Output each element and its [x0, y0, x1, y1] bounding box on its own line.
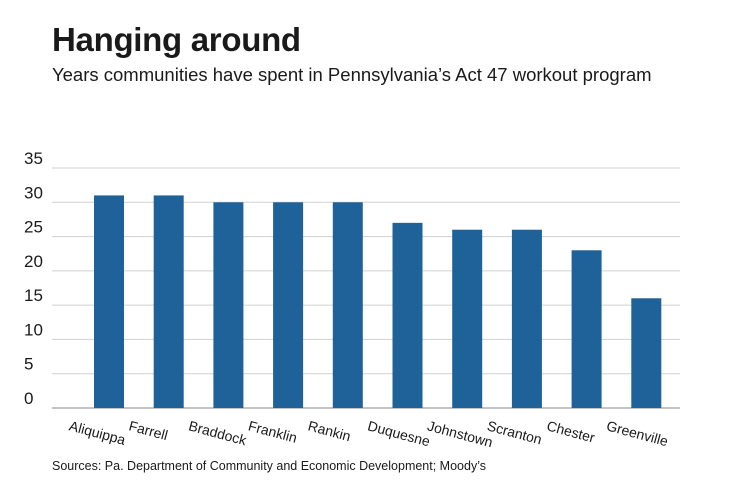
chart-subtitle: Years communities have spent in Pennsylv…: [52, 64, 652, 85]
bar-rankin: [332, 202, 363, 408]
x-tick-label: Chester: [545, 417, 597, 445]
x-tick-label: Franklin: [247, 417, 299, 445]
x-tick-label: Braddock: [187, 417, 249, 448]
x-tick-label: Rankin: [306, 417, 352, 444]
x-tick-label: Farrell: [127, 417, 169, 443]
x-tick-label: Aliquippa: [68, 417, 128, 447]
source-note: Sources: Pa. Department of Community and…: [52, 459, 486, 473]
y-tick-label: 35: [24, 149, 43, 168]
y-tick-label: 10: [24, 320, 43, 339]
bar-duquesne: [392, 222, 423, 408]
y-tick-label: 0: [24, 389, 33, 408]
bar-franklin: [273, 202, 304, 408]
bar-scranton: [511, 229, 542, 408]
bars: [94, 195, 662, 408]
y-tick-label: 25: [24, 218, 43, 237]
bar-braddock: [213, 202, 244, 408]
bar-greenville: [631, 298, 662, 408]
bar-aliquippa: [94, 195, 124, 408]
bar-chester: [571, 250, 602, 408]
y-axis-ticks: 35 30 25 20 15 10 5 0: [24, 149, 43, 408]
bar-johnstown: [452, 229, 483, 408]
x-tick-label: Greenville: [605, 417, 670, 449]
y-tick-label: 15: [24, 286, 43, 305]
y-tick-label: 5: [24, 355, 33, 374]
y-tick-label: 30: [24, 183, 43, 202]
x-tick-label: Duquesne: [366, 417, 432, 449]
y-tick-label: 20: [24, 252, 43, 271]
chart-title: Hanging around: [52, 21, 301, 58]
x-tick-label: Johnstown: [426, 417, 495, 450]
x-tick-label: Scranton: [485, 417, 543, 447]
bar-farrell: [153, 195, 184, 408]
